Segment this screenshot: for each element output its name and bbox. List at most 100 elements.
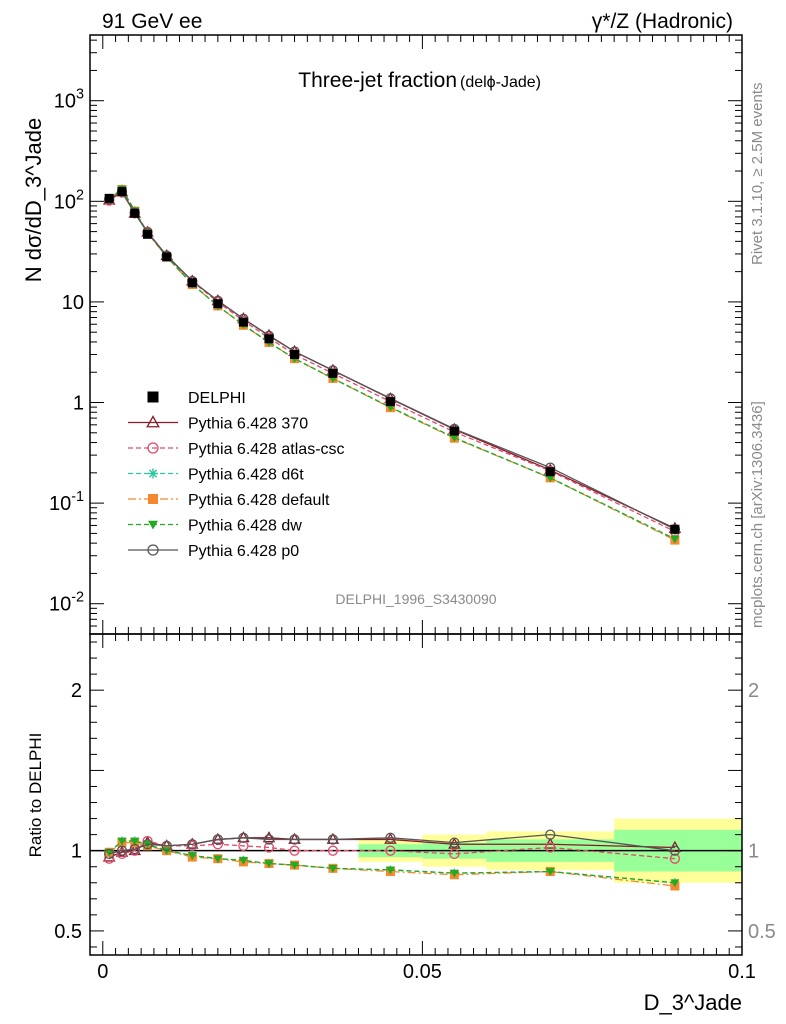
analysis-id-label: DELPHI_1996_S3430090: [335, 591, 496, 607]
legend-label: Pythia 6.428 370: [188, 416, 308, 433]
y-tick-label: 1: [73, 393, 84, 415]
series-line-pythia-6-428-dw: [108, 188, 676, 540]
ratio-point-pythia-6-428-atlas-csc: [263, 842, 275, 853]
legend-label: DELPHI: [188, 390, 246, 407]
ratio-point-pythia-6-428-dw: [104, 848, 114, 857]
data-point-delphi: [449, 426, 459, 436]
ratio-point-pythia-6-428-dw: [545, 868, 555, 877]
ratio-point-pythia-6-428-dw: [187, 852, 197, 860]
ratio-point-pythia-6-428-atlas-csc: [449, 848, 460, 860]
data-point-delphi: [545, 467, 555, 477]
ratio-y-tick-label: 1: [71, 841, 82, 863]
ratio-point-pythia-6-428-dw: [449, 869, 459, 878]
ratio-point-pythia-6-428-p0: [116, 845, 128, 856]
legend-marker: [148, 520, 158, 530]
legend-entry: Pythia 6.428 p0: [128, 543, 299, 560]
legend-entry: Pythia 6.428 default: [128, 492, 330, 509]
ratio-point-pythia-6-428-atlas-csc: [289, 845, 300, 856]
ratio-point-pythia-6-428-dw: [117, 837, 127, 846]
ratio-point-pythia-6-428-p0: [327, 834, 339, 845]
legend-marker: [148, 468, 158, 479]
ratio-point-pythia-6-428-p0: [129, 843, 140, 855]
chart-title-suffix: (delϕ-Jade): [460, 74, 541, 91]
ratio-point-pythia-6-428-atlas-csc: [385, 845, 396, 856]
x-tick-label: 0: [97, 961, 108, 983]
legend-label: Pythia 6.428 atlas-csc: [188, 441, 345, 458]
y-tick-label: 102: [54, 187, 84, 213]
legend-label: Pythia 6.428 p0: [188, 543, 299, 560]
legend-marker: [147, 442, 159, 454]
ratio-point-pythia-6-428-p0: [545, 829, 556, 840]
legend-entry: Pythia 6.428 d6t: [128, 467, 304, 484]
ratio-point-pythia-6-428-atlas-csc: [238, 840, 249, 852]
data-point-delphi: [143, 229, 153, 239]
y-tick-label: 10-2: [49, 590, 84, 616]
legend: DELPHI Pythia 6.428 370 Pythia 6.428 atlas…: [128, 390, 345, 560]
ratio-point-pythia-6-428-atlas-csc: [545, 842, 556, 853]
ratio-point-pythia-6-428-p0: [142, 839, 153, 850]
legend-label: Pythia 6.428 d6t: [188, 467, 304, 484]
data-point-delphi: [670, 524, 680, 534]
data-point-delphi: [213, 299, 223, 309]
ratio-point-pythia-6-428-370: [262, 831, 276, 843]
ratio-point-pythia-6-428-p0: [238, 832, 249, 843]
ratio-point-pythia-6-428-p0: [187, 839, 198, 850]
data-point-delphi: [264, 334, 274, 344]
ratio-plot-frame: [89, 633, 743, 956]
data-point-delphi: [130, 208, 140, 218]
ratio-point-pythia-6-428-p0: [263, 834, 275, 845]
main-plot: 10-2 10-1 1 10 102 103: [49, 34, 743, 635]
data-point-delphi: [328, 368, 338, 378]
data-point-delphi: [238, 317, 248, 327]
legend-marker: [147, 391, 159, 403]
ratio-point-pythia-6-428-p0: [669, 845, 681, 856]
ratio-point-pythia-6-428-dw: [130, 837, 140, 846]
ratio-point-pythia-6-428-atlas-csc: [116, 848, 128, 860]
ratio-plot: 0 0.05 0.1 0.5 0.5 1 1 2 2: [54, 35, 776, 983]
ratio-point-pythia-6-428-dw: [213, 855, 223, 864]
legend-entry: DELPHI: [147, 390, 246, 407]
legend-entry: Pythia 6.428 370: [128, 415, 308, 433]
x-tick-label: 0.05: [403, 961, 442, 983]
ratio-point-pythia-6-428-dw: [238, 856, 248, 865]
point-pythia-6-428-dw: [670, 535, 680, 544]
legend-marker: [146, 415, 160, 428]
legend-entry: Pythia 6.428 atlas-csc: [128, 441, 345, 458]
header-process-label: γ*/Z (Hadronic): [592, 10, 733, 33]
ratio-point-pythia-6-428-370: [448, 837, 461, 849]
ratio-point-pythia-6-428-dw: [264, 860, 274, 869]
ratio-point-pythia-6-428-p0: [449, 837, 460, 848]
series-line-pythia-6-428-d6t: [108, 188, 676, 540]
legend-marker: [147, 544, 159, 556]
data-point-delphi: [290, 350, 300, 360]
y-tick-label: 10-1: [49, 489, 84, 515]
ratio-point-pythia-6-428-dw: [670, 879, 680, 888]
legend-label: Pythia 6.428 default: [188, 492, 330, 509]
ratio-point-pythia-6-428-p0: [289, 834, 300, 845]
ratio-point-pythia-6-428-370: [326, 832, 340, 844]
rivet-version-label: Rivet 3.1.10, ≥ 2.5M events: [749, 83, 766, 266]
point-pythia-6-428-dw: [545, 474, 555, 483]
ratio-point-pythia-6-428-atlas-csc: [327, 845, 339, 856]
ratio-point-pythia-6-428-p0: [385, 832, 396, 843]
mcplots-label: mcplots.cern.ch [arXiv:1306.3436]: [749, 401, 766, 628]
ratio-point-pythia-6-428-p0: [104, 848, 115, 860]
data-point-delphi: [117, 187, 127, 197]
ratio-y-tick-label-right: 0.5: [748, 921, 776, 943]
ratio-y-tick-label-right: 2: [748, 680, 759, 702]
y-tick-label: 103: [54, 87, 84, 113]
ratio-point-pythia-6-428-atlas-csc: [669, 853, 681, 864]
y-tick-label: 10: [62, 292, 84, 314]
ratio-point-pythia-6-428-dw: [328, 864, 338, 873]
data-point-delphi: [162, 252, 172, 262]
ratio-y-tick-label: 2: [71, 680, 82, 702]
legend-label: Pythia 6.428 dw: [188, 518, 302, 535]
point-pythia-6-428-dw: [449, 434, 459, 443]
data-point-delphi: [187, 278, 197, 288]
ratio-point-pythia-6-428-p0: [161, 840, 172, 852]
ratio-y-axis-label: Ratio to DELPHI: [26, 733, 45, 858]
legend-marker: [148, 494, 158, 504]
y-axis-label: N dσ/dD_3^Jade: [21, 118, 46, 283]
ratio-point-pythia-6-428-dw: [385, 866, 395, 875]
